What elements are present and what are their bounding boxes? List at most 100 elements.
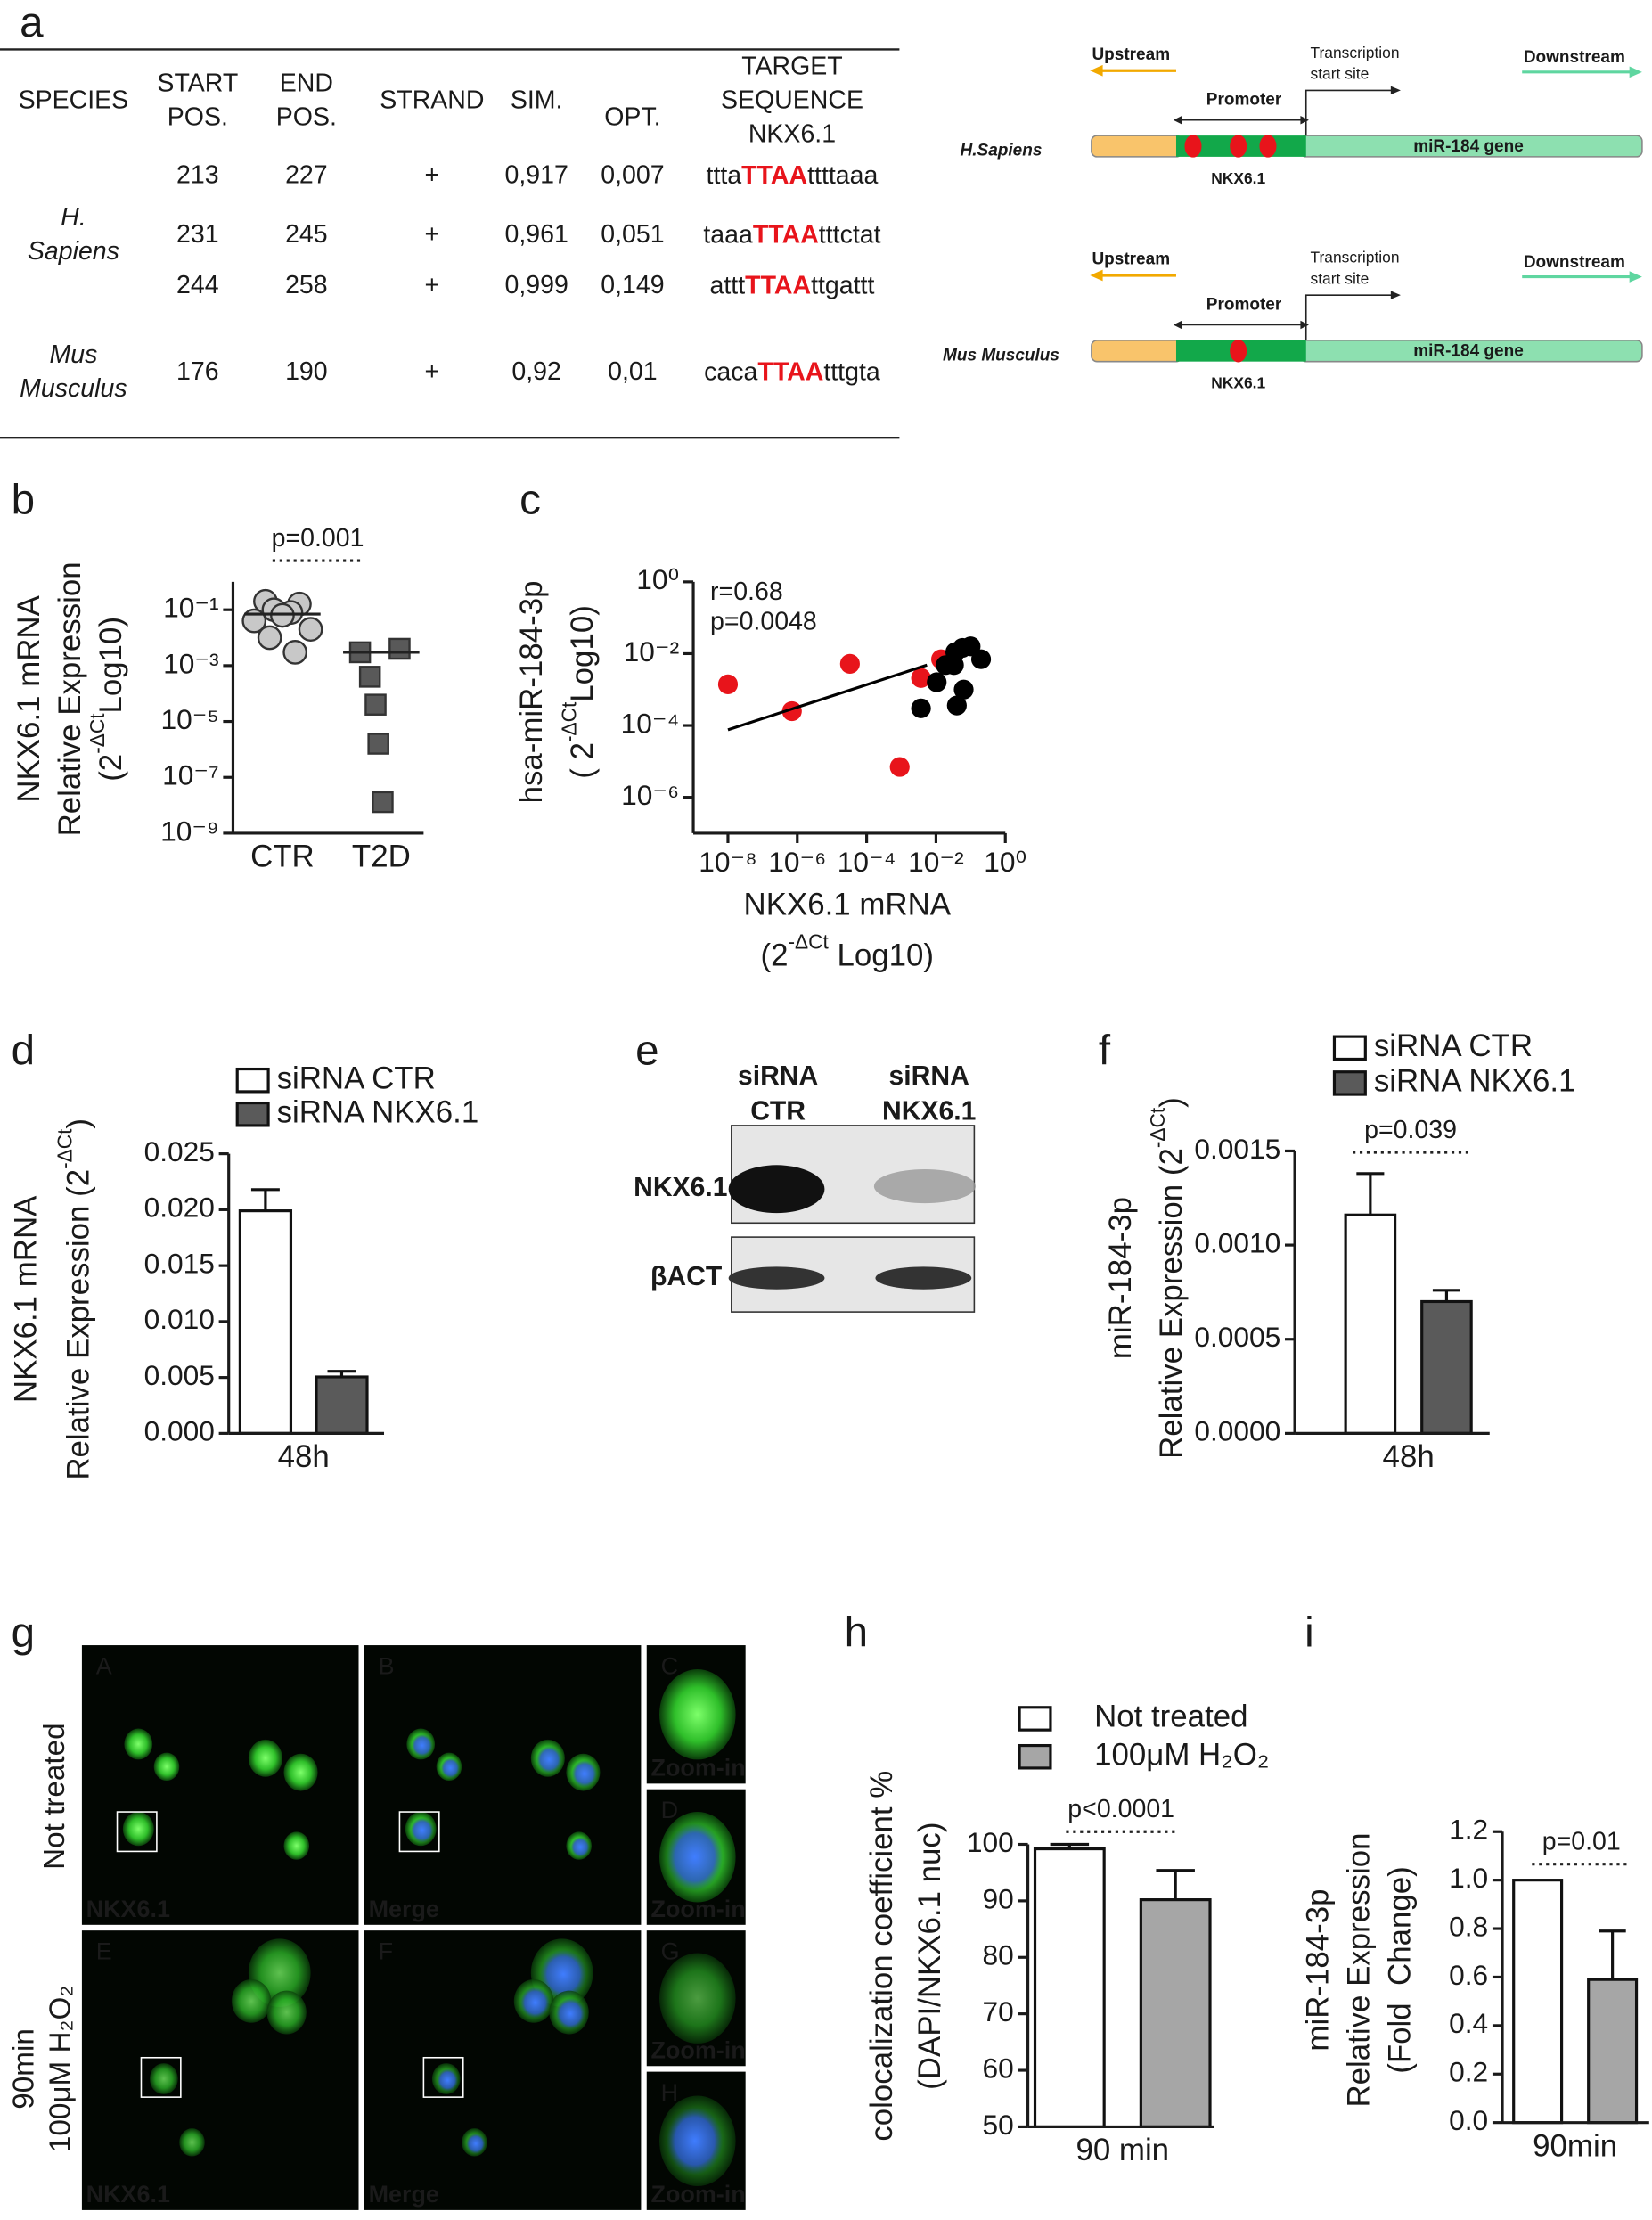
zoom-box bbox=[422, 2056, 464, 2098]
legend-label: siRNA NKX6.1 bbox=[1374, 1064, 1576, 1099]
nucleus bbox=[571, 1760, 598, 1788]
zoom-box bbox=[398, 1811, 440, 1853]
table-cell: 244 bbox=[176, 271, 219, 299]
y-tick-label: 0.025 bbox=[144, 1135, 215, 1167]
error-bar bbox=[1356, 1172, 1385, 1216]
legend-label: siRNA CTR bbox=[277, 1061, 436, 1095]
sequence-part: ttta bbox=[707, 161, 742, 190]
nucleus bbox=[519, 1987, 551, 2019]
sequence-part: ttgattt bbox=[811, 271, 874, 299]
y-axis-label: miR-184-3p bbox=[1301, 1888, 1336, 2051]
label-part: ) bbox=[61, 1118, 96, 1129]
bar bbox=[1033, 1847, 1106, 2129]
data-point bbox=[970, 649, 992, 669]
site-label: NKX6.1 bbox=[1211, 374, 1265, 392]
panel-letter: e bbox=[635, 1028, 658, 1075]
bar bbox=[315, 1375, 369, 1435]
target-sequence: tttaTTAAttttaaa bbox=[707, 161, 879, 190]
legend-swatch bbox=[235, 1067, 270, 1094]
legend-swatch bbox=[1332, 1070, 1367, 1096]
y-tick-label: 0.015 bbox=[144, 1247, 215, 1279]
x-tick-label: 10⁻⁴ bbox=[838, 846, 896, 878]
arrowhead bbox=[1090, 269, 1103, 282]
micrograph-caption: Zoom-in bbox=[651, 1755, 746, 1782]
nucleus-zoom bbox=[666, 1823, 724, 1891]
blot-band bbox=[873, 1169, 976, 1204]
label-part: NKX6.1 mRNA bbox=[744, 888, 952, 922]
tss-label: start site bbox=[1311, 65, 1370, 83]
y-tick-label: 0.2 bbox=[1449, 2056, 1488, 2088]
micrograph-caption: NKX6.1 bbox=[86, 1896, 170, 1922]
blot-lane-label: siRNA bbox=[889, 1061, 969, 1091]
annotation: p=0.039 bbox=[1364, 1116, 1457, 1144]
table-header: SEQUENCE bbox=[721, 86, 863, 115]
label-part: hsa-miR-184-3p bbox=[514, 580, 549, 803]
superscript: -ΔCt bbox=[557, 701, 580, 742]
table-cell: + bbox=[425, 220, 440, 249]
table-header: STRAND bbox=[380, 86, 484, 115]
motif: TTAA bbox=[757, 357, 823, 386]
table-header: END bbox=[280, 70, 333, 98]
table-cell: 0,051 bbox=[601, 220, 664, 249]
data-point bbox=[257, 625, 282, 651]
upstream-region bbox=[1091, 135, 1183, 158]
blot-row-label: βACT bbox=[650, 1262, 723, 1291]
legend-label: Not treated bbox=[1094, 1700, 1247, 1734]
arrowhead bbox=[1090, 64, 1103, 77]
table-header: OPT. bbox=[604, 103, 660, 132]
y-tick-label: 10⁻³ bbox=[163, 647, 219, 679]
label-part: (2 bbox=[760, 938, 788, 973]
label-part: Log10) bbox=[94, 617, 128, 714]
data-point bbox=[717, 674, 739, 694]
y-tick-label: 80 bbox=[983, 1939, 1014, 1971]
x-tick-label: 10⁰ bbox=[984, 846, 1026, 878]
binding-site bbox=[1259, 135, 1277, 158]
site-label: NKX6.1 bbox=[1211, 169, 1265, 187]
y-axis-label: Relative Expression bbox=[53, 561, 87, 836]
data-point bbox=[889, 757, 910, 777]
y-tick-label: 10⁻⁷ bbox=[162, 759, 218, 791]
binding-site bbox=[1230, 135, 1247, 158]
x-axis-label: (2-ΔCt Log10) bbox=[760, 930, 934, 973]
nucleus bbox=[411, 1733, 433, 1757]
nucleus bbox=[410, 1817, 434, 1843]
y-tick-label: 10⁻² bbox=[624, 635, 680, 668]
table-cell: 231 bbox=[176, 220, 219, 249]
table-cell: 0,961 bbox=[504, 220, 568, 249]
target-sequence: taaaTTAAtttctat bbox=[703, 220, 880, 249]
data-point bbox=[388, 637, 411, 660]
y-axis-label: (DAPI/NKX6.1 nuc) bbox=[912, 1823, 947, 2090]
gene-label: miR-184 gene bbox=[1413, 342, 1524, 361]
table-cell: 0,92 bbox=[511, 357, 561, 386]
x-tick-label: CTR bbox=[250, 840, 315, 874]
annotation: p=0.001 bbox=[272, 524, 364, 553]
y-tick-label: 0.8 bbox=[1449, 1910, 1488, 1942]
y-axis-label: Relative Expression (2-ΔCt) bbox=[1146, 1097, 1189, 1459]
table-cell: 0,917 bbox=[504, 161, 568, 190]
x-tick-label: 10⁻² bbox=[908, 846, 964, 878]
table-cell: 0,999 bbox=[504, 271, 568, 299]
legend-swatch bbox=[1018, 1706, 1052, 1732]
micrograph bbox=[364, 1645, 642, 1925]
micrograph-caption: NKX6.1 bbox=[86, 2181, 170, 2208]
annotation: p=0.01 bbox=[1542, 1827, 1621, 1855]
y-tick-label: 0.0005 bbox=[1194, 1321, 1280, 1353]
data-point bbox=[946, 695, 967, 716]
y-tick-label: 0.0000 bbox=[1194, 1415, 1280, 1447]
nucleus bbox=[466, 2134, 486, 2154]
table-cell: 0,01 bbox=[608, 357, 658, 386]
tss-arrow bbox=[1304, 294, 1393, 340]
micrograph-letter: B bbox=[379, 1653, 395, 1680]
y-tick-label: 1.0 bbox=[1449, 1862, 1488, 1894]
y-axis-label: NKX6.1 mRNA bbox=[9, 1195, 44, 1403]
bar bbox=[1139, 1898, 1212, 2129]
target-sequence: cacaTTAAtttgta bbox=[704, 357, 880, 386]
superscript: -ΔCt bbox=[788, 930, 829, 954]
y-tick-label: 100 bbox=[967, 1826, 1014, 1858]
table-header: SPECIES bbox=[19, 86, 129, 115]
tss-arrow bbox=[1304, 89, 1393, 136]
cell bbox=[283, 1753, 318, 1791]
legend-swatch bbox=[1018, 1743, 1052, 1770]
